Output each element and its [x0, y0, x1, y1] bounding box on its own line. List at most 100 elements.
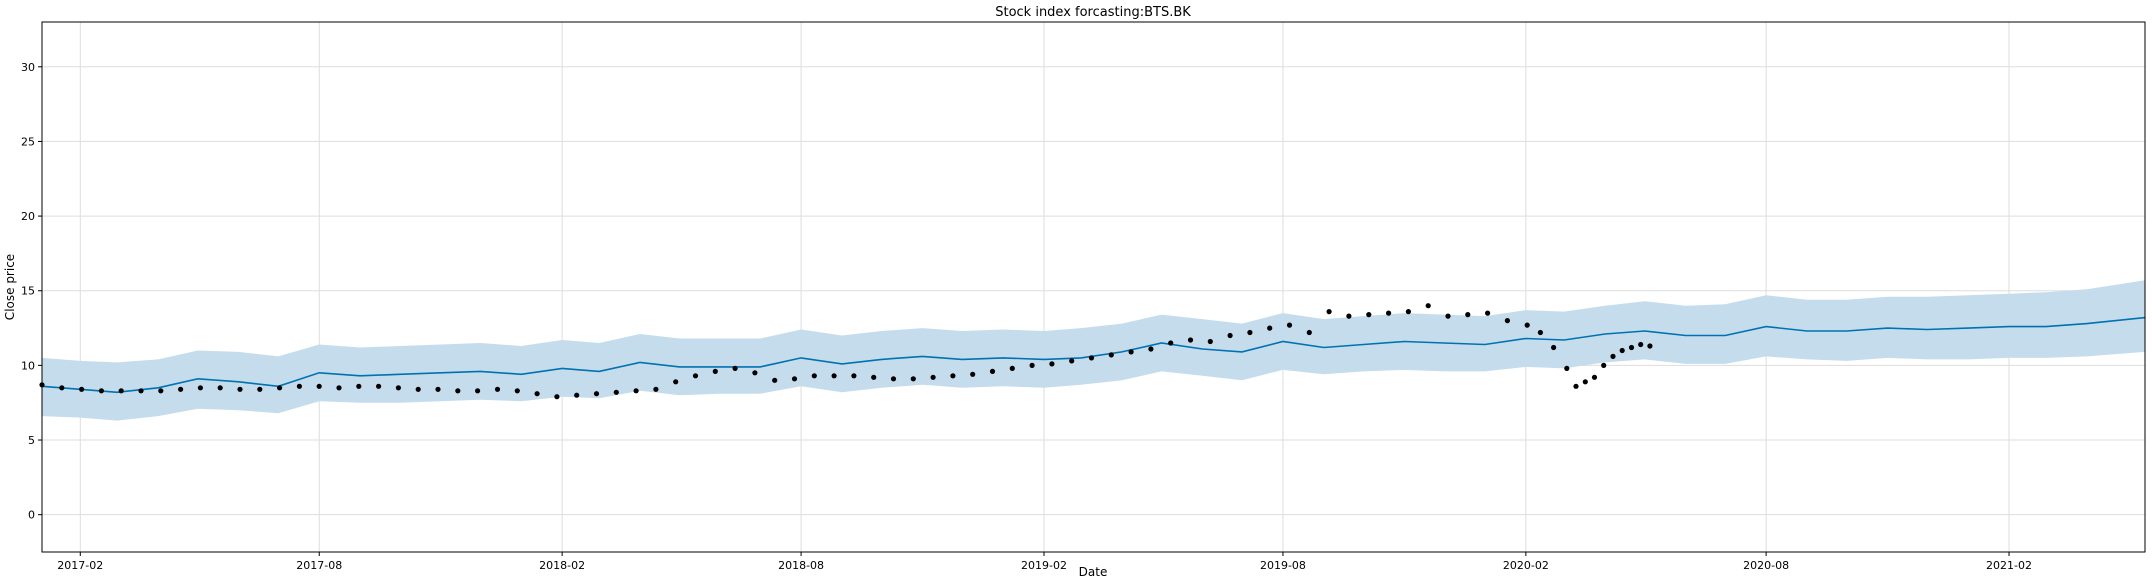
observed-point — [1366, 312, 1372, 318]
observed-point — [1267, 325, 1273, 331]
observed-point — [336, 385, 342, 391]
y-axis: 0 5 10 15 20 25 30 — [21, 61, 42, 522]
observed-points — [39, 303, 1653, 400]
x-tick-label: 2018-02 — [539, 559, 585, 572]
observed-point — [1619, 347, 1625, 354]
observed-point — [910, 376, 916, 382]
observed-point — [1168, 340, 1174, 346]
y-tick-label: 5 — [28, 434, 35, 447]
observed-point — [415, 386, 421, 392]
observed-point — [613, 389, 619, 395]
x-tick-label: 2019-02 — [1021, 559, 1067, 572]
observed-point — [1628, 344, 1635, 351]
observed-point — [217, 385, 223, 391]
observed-point — [197, 385, 203, 391]
confidence-band — [42, 280, 2145, 421]
chart-title: Stock index forcasting:BTS.BK — [995, 5, 1191, 20]
observed-point — [237, 386, 243, 392]
observed-point — [791, 376, 798, 382]
observed-point — [1386, 310, 1392, 316]
forecast-line — [41, 316, 2146, 394]
observed-point — [752, 370, 758, 376]
observed-point — [1638, 341, 1644, 348]
x-tick-label: 2018-08 — [778, 559, 824, 572]
x-axis-label: Date — [1079, 565, 1108, 579]
observed-point — [1564, 365, 1570, 371]
observed-point — [574, 392, 580, 398]
x-tick-label: 2020-02 — [1503, 559, 1549, 572]
observed-point — [257, 386, 263, 392]
observed-point — [970, 371, 976, 377]
observed-point — [1504, 318, 1510, 324]
plot-frame — [41, 21, 2146, 553]
observed-point — [534, 391, 540, 397]
y-tick-label: 30 — [21, 61, 35, 74]
y-tick-label: 15 — [21, 285, 35, 298]
observed-point — [494, 386, 501, 392]
observed-point — [692, 373, 699, 379]
observed-point — [1148, 346, 1154, 352]
observed-point — [712, 368, 718, 374]
observed-point — [395, 385, 401, 391]
observed-point — [1247, 329, 1253, 336]
observed-point — [1405, 309, 1411, 315]
x-tick-label: 2019-08 — [1260, 559, 1306, 572]
observed-point — [178, 386, 184, 392]
x-tick-label: 2020-08 — [1743, 559, 1789, 572]
observed-point — [732, 365, 738, 371]
observed-point — [1088, 355, 1095, 361]
x-axis: 2017-02 2017-08 2018-02 2018-08 2019-02 2019-… — [57, 552, 2032, 572]
observed-point — [633, 388, 639, 394]
observed-point — [455, 388, 461, 394]
observed-point — [1582, 379, 1588, 385]
observed-point — [1610, 353, 1616, 359]
x-tick-label: 2021-02 — [1986, 559, 2032, 572]
y-tick-label: 10 — [21, 359, 35, 372]
observed-point — [277, 385, 283, 391]
observed-point — [1069, 358, 1075, 364]
observed-point — [811, 373, 817, 379]
observed-point — [296, 383, 302, 389]
observed-point — [1591, 374, 1598, 380]
observed-point — [1537, 329, 1543, 336]
observed-point — [138, 388, 144, 394]
observed-point — [1524, 322, 1530, 328]
observed-point — [1227, 332, 1233, 339]
observed-point — [158, 388, 164, 394]
observed-point — [673, 379, 679, 385]
observed-point — [118, 388, 124, 394]
observed-point — [1445, 313, 1451, 319]
observed-point — [772, 377, 778, 383]
observed-point — [435, 386, 441, 392]
observed-point — [59, 385, 65, 391]
observed-point — [1326, 309, 1332, 315]
observed-point — [79, 386, 85, 392]
observed-point — [1049, 361, 1055, 367]
observed-point — [930, 374, 936, 380]
observed-point — [1187, 337, 1194, 343]
observed-point — [1551, 344, 1557, 351]
observed-point — [1207, 338, 1213, 345]
observed-point — [98, 388, 104, 394]
x-tick-label: 2017-08 — [296, 559, 342, 572]
observed-point — [475, 388, 481, 394]
observed-point — [376, 383, 382, 389]
observed-point — [1128, 349, 1134, 355]
observed-point — [514, 388, 520, 394]
observed-point — [1601, 362, 1607, 368]
observed-point — [1485, 310, 1491, 316]
observed-point — [1647, 343, 1653, 349]
observed-point — [1029, 362, 1035, 368]
observed-point — [554, 394, 560, 400]
observed-point — [871, 374, 877, 380]
grid — [42, 22, 2145, 552]
observed-point — [989, 368, 996, 374]
y-tick-label: 25 — [21, 135, 35, 148]
y-tick-label: 0 — [28, 509, 35, 522]
observed-point — [1286, 322, 1293, 328]
observed-point — [1425, 303, 1431, 309]
observed-point — [653, 386, 659, 392]
observed-point — [890, 376, 897, 382]
observed-point — [316, 383, 322, 389]
